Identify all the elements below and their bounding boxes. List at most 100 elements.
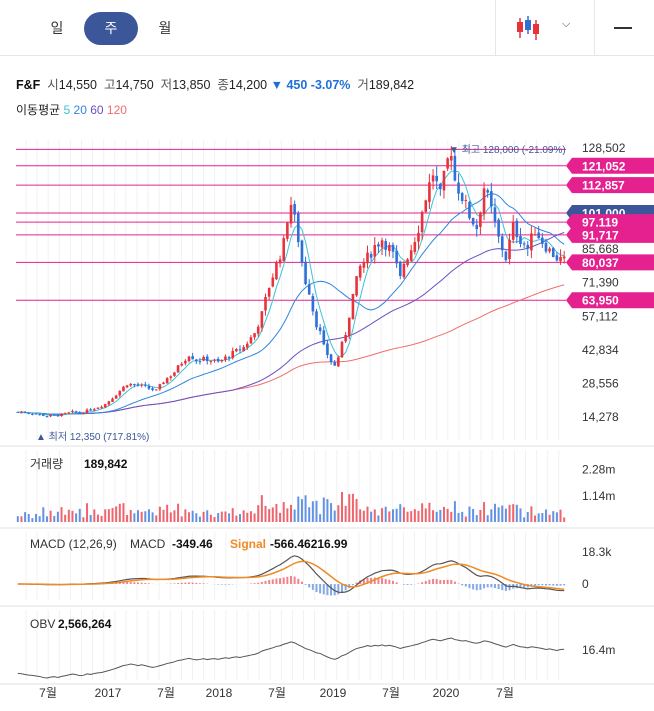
macd-histogram-bar	[188, 582, 191, 584]
candle-body	[406, 259, 409, 266]
candle-body	[71, 410, 74, 413]
stock-name: F&F	[16, 78, 41, 92]
macd-histogram-bar	[118, 582, 121, 584]
candle-body	[475, 224, 479, 230]
volume-bar	[351, 493, 354, 522]
volume-bar	[42, 507, 45, 522]
chevron-down-icon[interactable]: ⌵	[562, 18, 571, 30]
candle-body	[562, 256, 566, 259]
chart-type-selector[interactable]	[495, 0, 595, 56]
macd-histogram-bar	[472, 584, 475, 590]
volume-bar	[228, 513, 231, 522]
macd-histogram-bar	[290, 576, 292, 584]
candle	[20, 410, 23, 414]
volume-bar	[330, 503, 333, 522]
candle-body	[184, 360, 187, 364]
tab-period-0[interactable]: 일	[50, 20, 64, 36]
candle-body	[544, 242, 548, 252]
tab-period-2[interactable]: 월	[158, 20, 172, 36]
level-tag-label: 97,119	[582, 216, 618, 230]
high-annotation: ▼ 최고 128,000 (-21.09%)	[449, 144, 566, 156]
high-label: 고	[103, 78, 116, 92]
candle	[362, 258, 366, 273]
volume-bar	[162, 509, 165, 522]
volume-bar	[122, 503, 125, 522]
candle-body	[315, 311, 318, 328]
menu-icon[interactable]	[614, 27, 632, 29]
volume-bar	[53, 516, 56, 522]
candle-body	[147, 386, 151, 389]
candle-body	[60, 413, 63, 417]
volume-bar	[133, 513, 136, 522]
volume-bar	[78, 508, 81, 522]
candle-body	[158, 384, 162, 390]
candle	[42, 413, 45, 417]
volume-bar	[253, 513, 256, 522]
candle	[82, 412, 85, 415]
candle	[289, 196, 293, 228]
x-tick-label: 7월	[39, 686, 57, 700]
volume-bar	[395, 508, 398, 522]
candle	[446, 157, 449, 172]
tab-period-1[interactable]: 주	[84, 12, 138, 45]
candle-body	[340, 341, 344, 358]
candle-body	[114, 395, 118, 399]
candle-body	[453, 155, 457, 181]
price-change: ▼ 450 -3.07%	[270, 78, 351, 92]
level-tag: 121,052	[566, 157, 654, 174]
macd-histogram-bar	[453, 581, 456, 584]
candle	[544, 238, 548, 254]
candle-body	[220, 359, 224, 362]
candle	[107, 400, 111, 406]
candle	[60, 413, 63, 417]
moving-average-legend[interactable]: 이동평균 5 20 60 120	[16, 101, 127, 118]
volume-bar	[457, 512, 460, 522]
candle-body	[42, 414, 45, 416]
volume-bar	[464, 516, 467, 522]
candle-body	[180, 363, 184, 366]
volume-bar	[388, 511, 391, 522]
volume-bar	[49, 510, 52, 522]
candle-body	[369, 254, 373, 258]
candle	[340, 340, 344, 358]
candle-body	[548, 248, 551, 252]
macd-histogram-bar	[442, 579, 445, 584]
volume-bar	[31, 518, 34, 522]
candle	[464, 194, 468, 209]
candle-body	[82, 413, 85, 415]
candle-body	[235, 349, 238, 352]
volume-bar	[472, 508, 475, 522]
low-annotation: ▲ 최저 12,350 (717.81%)	[36, 431, 149, 443]
candle	[519, 228, 522, 248]
macd-histogram-bar	[173, 583, 176, 584]
macd-histogram-bar	[402, 584, 405, 585]
ma-period-120: 120	[103, 103, 127, 117]
volume-label: 거	[357, 78, 369, 92]
candle	[253, 333, 256, 341]
candle-body	[329, 354, 333, 362]
macd-histogram-bar	[326, 584, 329, 596]
candle-body	[377, 244, 380, 247]
candle	[282, 235, 286, 262]
volume-bar	[442, 506, 445, 522]
volume-bar	[384, 506, 387, 522]
candle	[537, 225, 540, 239]
candle	[111, 397, 114, 403]
candle	[162, 381, 165, 385]
stock-chart[interactable]: 128,502114,22499,94685,66871,39057,11242…	[0, 130, 654, 711]
volume-bar	[93, 509, 96, 522]
candle	[93, 407, 96, 412]
candle-body	[85, 409, 89, 414]
candle	[31, 412, 34, 416]
volume-bar	[137, 510, 140, 522]
candle-body	[504, 251, 508, 261]
candle	[548, 246, 551, 254]
candle	[224, 354, 227, 363]
macd-histogram-bar	[428, 579, 431, 584]
level-tag-label: 112,857	[582, 179, 625, 193]
candle	[439, 182, 442, 196]
candle	[271, 273, 275, 288]
volume-bar	[515, 504, 518, 522]
ma-label: 이동평균	[16, 103, 61, 117]
candle	[256, 324, 260, 337]
